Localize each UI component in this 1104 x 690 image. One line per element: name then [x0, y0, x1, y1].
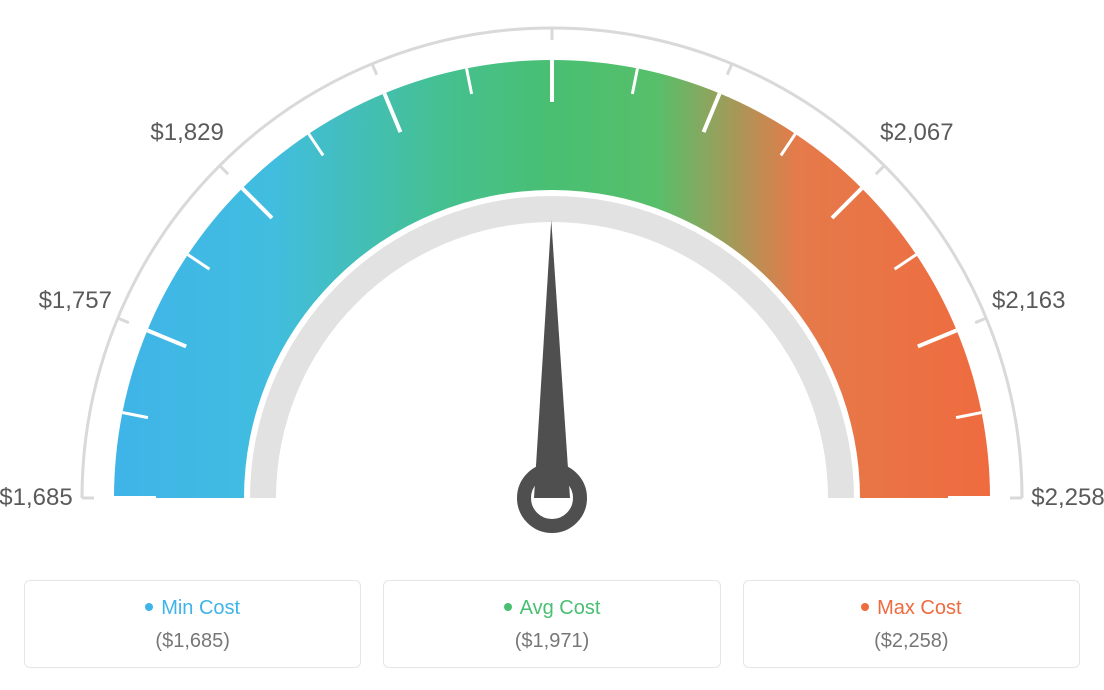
- legend-dot-min: [145, 603, 153, 611]
- legend-value-max: ($2,258): [754, 630, 1069, 653]
- legend-dot-avg: [504, 603, 512, 611]
- scale-label: $2,258: [1031, 484, 1104, 512]
- legend-card-max: Max Cost ($2,258): [743, 580, 1080, 668]
- legend-title-min-text: Min Cost: [161, 597, 240, 619]
- scale-label: $1,757: [39, 287, 112, 315]
- scale-label: $1,685: [0, 484, 73, 512]
- legend-card-avg: Avg Cost ($1,971): [383, 580, 720, 668]
- legend-dot-max: [861, 603, 869, 611]
- cost-gauge-chart: $1,685$1,757$1,829$1,971$2,067$2,163$2,2…: [0, 0, 1104, 690]
- legend-title-min: Min Cost: [35, 597, 350, 620]
- legend-title-max: Max Cost: [754, 597, 1069, 620]
- legend-row: Min Cost ($1,685) Avg Cost ($1,971) Max …: [24, 580, 1080, 668]
- legend-card-min: Min Cost ($1,685): [24, 580, 361, 668]
- scale-label: $1,829: [150, 119, 223, 147]
- scale-label: $2,163: [992, 287, 1065, 315]
- scale-label: $2,067: [880, 119, 953, 147]
- legend-title-avg-text: Avg Cost: [520, 597, 601, 619]
- gauge-svg: [0, 0, 1104, 560]
- legend-title-avg: Avg Cost: [394, 597, 709, 620]
- legend-title-max-text: Max Cost: [877, 597, 961, 619]
- gauge-area: $1,685$1,757$1,829$1,971$2,067$2,163$2,2…: [0, 0, 1104, 560]
- legend-value-min: ($1,685): [35, 630, 350, 653]
- legend-value-avg: ($1,971): [394, 630, 709, 653]
